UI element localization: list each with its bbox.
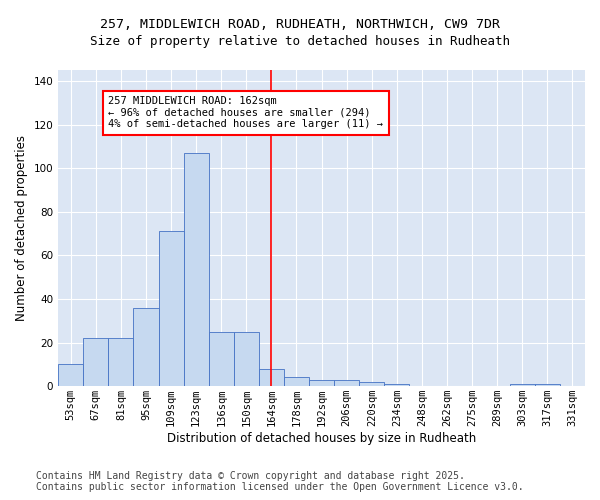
Bar [284, 378, 309, 386]
Text: Size of property relative to detached houses in Rudheath: Size of property relative to detached ho… [90, 35, 510, 48]
Bar [209, 332, 234, 386]
Text: Contains HM Land Registry data © Crown copyright and database right 2025.
Contai: Contains HM Land Registry data © Crown c… [36, 471, 524, 492]
Text: 257, MIDDLEWICH ROAD, RUDHEATH, NORTHWICH, CW9 7DR: 257, MIDDLEWICH ROAD, RUDHEATH, NORTHWIC… [100, 18, 500, 30]
Bar [58, 364, 83, 386]
Bar [259, 368, 284, 386]
Bar [184, 153, 209, 386]
Bar [158, 232, 184, 386]
Bar [385, 384, 409, 386]
Bar [359, 382, 385, 386]
Bar [109, 338, 133, 386]
Bar [309, 380, 334, 386]
Bar [510, 384, 535, 386]
Y-axis label: Number of detached properties: Number of detached properties [15, 135, 28, 321]
Bar [133, 308, 158, 386]
Bar [83, 338, 109, 386]
Bar [234, 332, 259, 386]
Text: 257 MIDDLEWICH ROAD: 162sqm
← 96% of detached houses are smaller (294)
4% of sem: 257 MIDDLEWICH ROAD: 162sqm ← 96% of det… [109, 96, 383, 130]
X-axis label: Distribution of detached houses by size in Rudheath: Distribution of detached houses by size … [167, 432, 476, 445]
Bar [334, 380, 359, 386]
Bar [535, 384, 560, 386]
